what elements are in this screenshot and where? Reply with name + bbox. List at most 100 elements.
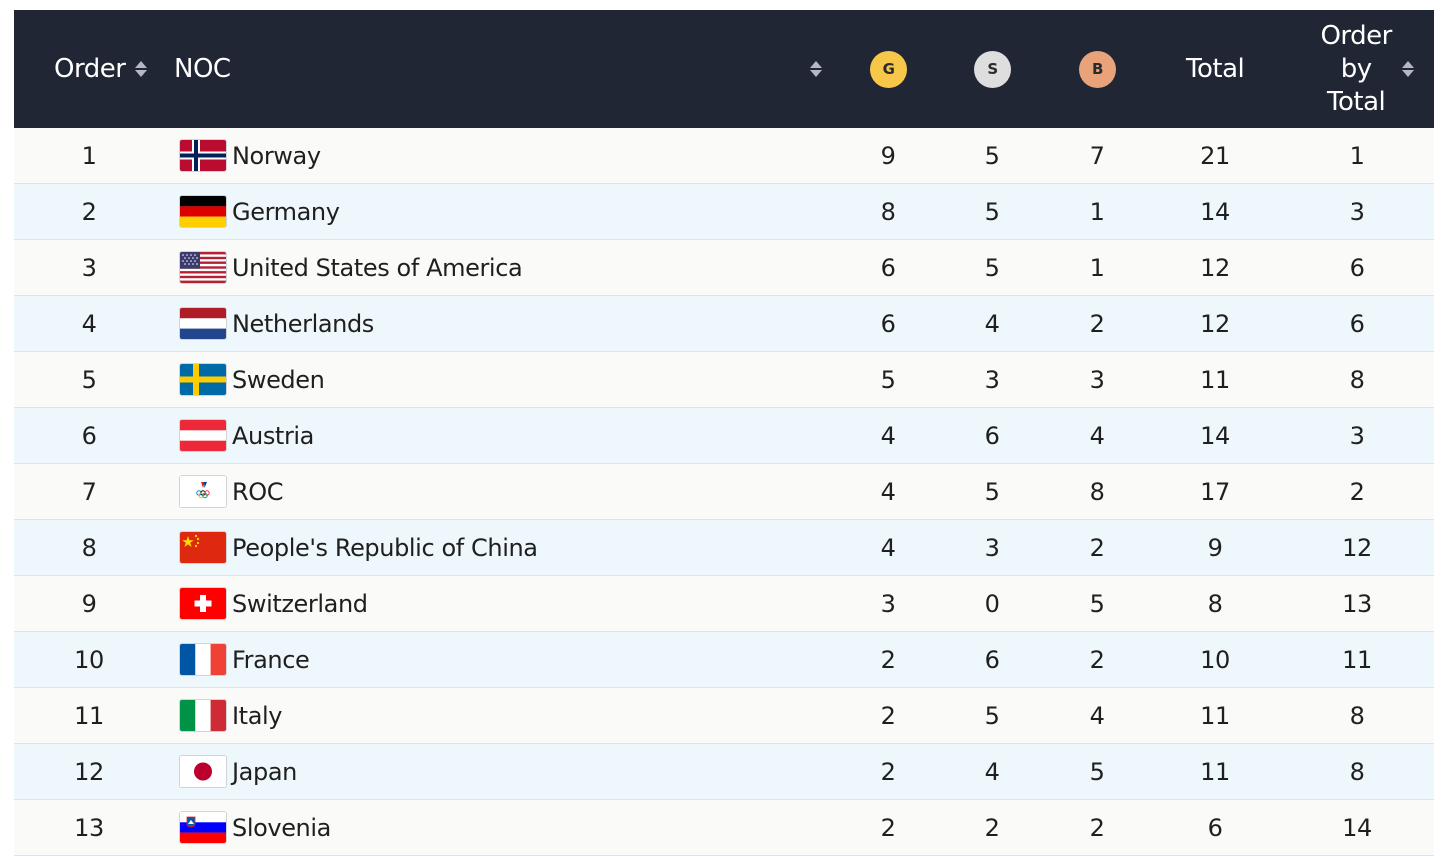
silver-count: 5 [984,477,1000,506]
country-name[interactable]: Slovenia [232,813,331,842]
total-count: 6 [1207,813,1223,842]
order-by-total-cell: 8 [1349,757,1365,786]
order-by-total-cell: 13 [1342,589,1372,618]
gold-count: 2 [880,757,896,786]
order-by-total-cell: 3 [1349,421,1365,450]
country-name[interactable]: Switzerland [232,589,368,618]
bronze-count: 1 [1089,253,1105,282]
gold-column-header[interactable]: G [870,10,907,128]
table-row[interactable]: 11 Italy 2 5 4 11 8 [14,688,1434,744]
table-row[interactable]: 1 Norway 9 5 7 21 1 [14,128,1434,184]
country-name[interactable]: United States of America [232,253,523,282]
gold-count: 9 [880,141,896,170]
bronze-count: 5 [1089,757,1105,786]
noc-cell: Austria [180,408,780,463]
country-name[interactable]: Germany [232,197,340,226]
bronze-count: 4 [1089,421,1105,450]
order-by-total-column-header[interactable]: Order by Total [1314,10,1414,128]
noc-cell: Switzerland [180,576,780,631]
total-count: 21 [1200,141,1230,170]
order-cell: 11 [74,701,104,730]
total-count: 10 [1200,645,1230,674]
gold-medal-icon: G [870,50,907,88]
order-by-total-cell: 8 [1349,365,1365,394]
silver-column-header[interactable]: S [974,10,1011,128]
bronze-count: 2 [1089,309,1105,338]
noc-column-header[interactable]: NOC [174,10,231,128]
bronze-count: 2 [1089,645,1105,674]
table-row[interactable]: 13 Slovenia 2 2 2 6 14 [14,800,1434,856]
bronze-column-header[interactable]: B [1079,10,1116,128]
noc-header-label: NOC [174,54,231,84]
table-header: Order NOC G S B Total O [14,10,1434,128]
silver-count: 4 [984,309,1000,338]
table-row[interactable]: 2 Germany 8 5 1 14 3 [14,184,1434,240]
country-name[interactable]: Austria [232,421,314,450]
order-by-total-line2: by [1340,53,1372,84]
order-by-total-header-label: Order by Total [1314,20,1398,119]
order-cell: 3 [81,253,97,282]
sort-icon[interactable] [1400,60,1414,78]
roc-flag-icon [180,476,226,507]
country-name[interactable]: Sweden [232,365,325,394]
silver-count: 3 [984,365,1000,394]
noc-cell: Italy [180,688,780,743]
silver-count: 5 [984,701,1000,730]
order-cell: 9 [81,589,97,618]
silver-count: 2 [984,813,1000,842]
sort-icon[interactable] [133,60,148,78]
table-row[interactable]: 9 Switzerland 3 0 5 8 13 [14,576,1434,632]
gold-count: 6 [880,253,896,282]
table-row[interactable]: 8 People's Republic of China 4 3 2 9 12 [14,520,1434,576]
gold-count: 3 [880,589,896,618]
noc-sort-control[interactable] [808,10,822,128]
country-name[interactable]: ROC [232,477,284,506]
total-count: 9 [1207,533,1223,562]
table-row[interactable]: 4 Netherlands 6 4 2 12 6 [14,296,1434,352]
order-column-header[interactable]: Order [54,10,148,128]
country-name[interactable]: People's Republic of China [232,533,538,562]
netherlands-flag-icon [180,308,226,339]
slovenia-flag-icon [180,812,226,843]
china-flag-icon [180,532,226,563]
order-by-total-cell: 11 [1342,645,1372,674]
sort-icon[interactable] [808,60,822,78]
table-row[interactable]: 10 France 2 6 2 10 11 [14,632,1434,688]
noc-cell: Slovenia [180,800,780,855]
total-count: 12 [1200,309,1230,338]
bronze-count: 7 [1089,141,1105,170]
country-name[interactable]: Japan [232,757,297,786]
order-cell: 13 [74,813,104,842]
noc-cell: Germany [180,184,780,239]
country-name[interactable]: France [232,645,310,674]
country-name[interactable]: Norway [232,141,321,170]
order-by-total-cell: 14 [1342,813,1372,842]
noc-cell: People's Republic of China [180,520,780,575]
gold-label: G [882,60,895,78]
table-row[interactable]: 12 Japan 2 4 5 11 8 [14,744,1434,800]
bronze-count: 5 [1089,589,1105,618]
order-by-total-line1: Order [1320,20,1392,51]
bronze-count: 3 [1089,365,1105,394]
gold-count: 2 [880,701,896,730]
order-cell: 2 [81,197,97,226]
silver-count: 6 [984,421,1000,450]
table-row[interactable]: 5 Sweden 5 3 3 11 8 [14,352,1434,408]
gold-count: 8 [880,197,896,226]
order-by-total-cell: 6 [1349,309,1365,338]
usa-flag-icon [180,252,226,283]
order-cell: 12 [74,757,104,786]
order-cell: 1 [81,141,97,170]
country-name[interactable]: Italy [232,701,283,730]
total-count: 11 [1200,757,1230,786]
bronze-label: B [1092,60,1103,78]
total-column-header[interactable]: Total [1186,10,1245,128]
country-name[interactable]: Netherlands [232,309,374,338]
total-count: 8 [1207,589,1223,618]
order-by-total-cell: 12 [1342,533,1372,562]
silver-count: 4 [984,757,1000,786]
table-row[interactable]: 6 Austria 4 6 4 14 3 [14,408,1434,464]
table-row[interactable]: 3 United States of America 6 5 1 12 6 [14,240,1434,296]
table-row[interactable]: 7 ROC 4 5 8 17 2 [14,464,1434,520]
silver-count: 5 [984,253,1000,282]
